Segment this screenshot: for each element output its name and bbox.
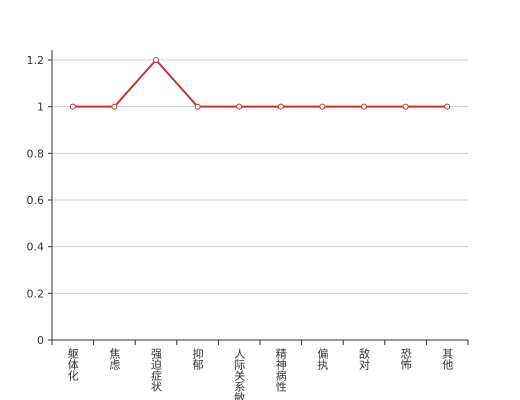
- y-tick-label: 0.6: [27, 194, 45, 207]
- x-tick-label: 焦虑: [108, 348, 121, 370]
- x-tick-label: 其他: [441, 348, 454, 370]
- point: [277, 103, 284, 110]
- point: [194, 103, 201, 110]
- y-tick-label: 0.4: [27, 241, 45, 254]
- x-tick-label: 精神病性: [274, 348, 287, 393]
- point: [402, 103, 409, 110]
- y-tick-label: 0.8: [27, 147, 45, 160]
- x-tick-label: 偏执: [316, 347, 329, 371]
- y-tick-label: 0: [37, 334, 44, 347]
- point: [236, 103, 243, 110]
- y-tick-label: 1.2: [27, 54, 45, 67]
- point: [111, 103, 118, 110]
- x-tick-label: 强迫症状: [150, 348, 163, 392]
- point: [361, 103, 367, 110]
- x-tick-label: 躯体化: [66, 348, 79, 382]
- x-tick-label: 恐怖: [399, 348, 412, 370]
- y-tick-label: 0.2: [27, 287, 45, 300]
- x-tick-label: 敌对: [358, 347, 371, 370]
- y-tick-label: 1: [37, 101, 44, 114]
- point: [444, 103, 451, 110]
- point: [69, 103, 76, 110]
- x-tick-label: 抑郁: [191, 347, 204, 370]
- point: [319, 103, 326, 110]
- x-tick-label: 人际关系敏感: [233, 348, 246, 400]
- line: [72, 58, 448, 108]
- point: [153, 57, 159, 63]
